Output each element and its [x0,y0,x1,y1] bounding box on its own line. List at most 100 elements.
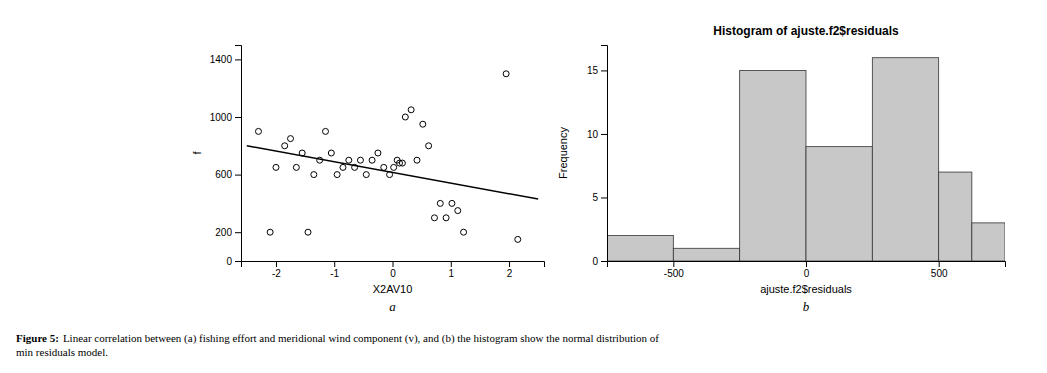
scatter-point [443,215,449,221]
y-axis: 0 200 600 1000 1400 [210,46,242,267]
scatter-point [293,164,299,170]
scatter-point [402,114,408,120]
x-axis-tick: -1 [330,261,339,279]
scatter-point [328,150,334,156]
x-axis-tick-mark [276,261,277,267]
scatter-point [305,229,311,235]
y-axis-tick-mark [601,70,607,71]
x-axis-tick: 500 [931,261,948,279]
scatter-point [311,172,317,178]
histogram-bar [806,147,872,261]
scatter-point [357,157,363,163]
x-axis-tick-label: -500 [664,268,684,279]
x-axis-tick-label: 2 [507,268,513,279]
chart-title: Histogram of ajuste.f2$residuals [713,24,899,38]
y-axis-line [601,46,608,262]
y-axis-tick: 600 [215,169,241,180]
scatter-point [381,164,387,170]
y-axis-tick-mark [601,197,607,198]
regression-line [247,146,538,199]
x-axis-tick-mark [393,261,394,267]
x-axis-tick-label: 0 [390,268,396,279]
scatter-point [255,128,261,134]
histogram-bar [872,58,938,261]
y-axis-tick-mark [235,175,241,176]
scatter-point [369,157,375,163]
y-axis-tick-mark [601,261,607,262]
plot-area [247,71,538,243]
y-axis-label: f [191,151,203,155]
x-axis: -2 -1 0 1 2 [242,261,545,279]
y-axis-tick-mark [235,232,241,233]
x-axis-label: ajuste.f2$residuals [760,283,852,295]
y-axis-tick: 5 [592,192,607,203]
y-axis-tick: 1400 [210,54,241,65]
y-axis-tick: 0 [592,256,607,267]
scatter-point [461,229,467,235]
x-axis-label: X2AV10 [373,283,413,295]
x-axis-tick-label: 1 [448,268,454,279]
y-axis-tick-label: 0 [226,256,232,267]
caption-text: min residuals model. [16,346,108,358]
y-axis-tick: 0 [226,256,241,267]
scatter-point [503,71,509,77]
caption-heading: Figure 5: [16,332,59,344]
scatter-point [391,164,397,170]
scatter-point [322,128,328,134]
scatter-point [426,143,432,149]
y-axis-tick-label: 1400 [210,54,233,65]
y-axis-tick-mark [601,134,607,135]
scatter-point [375,150,381,156]
y-axis-tick-label: 15 [587,65,599,76]
scatter-point [267,229,273,235]
y-axis-tick: 1000 [210,112,241,123]
y-axis-tick-label: 200 [215,227,232,238]
x-axis-tick: -2 [272,261,281,279]
x-axis-tick: -500 [664,261,684,279]
y-axis-tick-mark [235,117,241,118]
scatter-point [282,143,288,149]
y-axis-tick-label: 5 [592,192,598,203]
x-axis-line [242,262,545,268]
scatter-point [346,157,352,163]
y-axis-tick: 15 [587,65,607,76]
x-axis-tick: 0 [390,261,396,279]
scatter-point [414,157,420,163]
histogram-bar [972,223,1005,261]
x-axis-tick: 1 [448,261,454,279]
scatter-point [340,164,346,170]
x-axis-tick-mark [673,261,674,267]
x-axis-tick-mark [451,261,452,267]
x-axis-tick-mark [939,261,940,267]
x-axis-tick-label: 0 [804,268,810,279]
x-axis-tick: 0 [804,261,810,279]
histogram-bar [939,172,972,261]
histogram-bar [740,70,806,261]
scatter-point [437,200,443,206]
y-axis-tick: 10 [587,129,607,140]
x-axis-tick-label: 500 [931,268,948,279]
x-axis-tick-mark [509,261,510,267]
caption: Figure 5:Linear correlation between (a) … [16,332,659,358]
y-axis-tick-label: 1000 [210,112,233,123]
y-axis-label: Frequency [557,127,569,179]
histogram-bar [673,248,739,261]
x-axis-tick-label: -2 [272,268,281,279]
panel-label: b [803,299,810,314]
panel-label: a [389,299,396,314]
scatter-point [288,136,294,142]
chart: -2 -1 0 1 2 0 200 600 1000 1400 X2AV10 f a [191,46,545,315]
y-axis-tick-mark [235,59,241,60]
scatter-point [363,172,369,178]
scatter-point [455,208,461,214]
scatter-point [399,160,405,166]
scatter-point [334,172,340,178]
y-axis-tick-label: 10 [587,129,599,140]
y-axis-tick-label: 600 [215,169,232,180]
x-axis-tick-mark [334,261,335,267]
scatter-point [515,236,521,242]
chart: -500 0 500 0 5 10 15 Histogram of ajuste.f2$res… [557,24,1006,314]
y-axis-tick: 200 [215,227,241,238]
y-axis-line [235,46,242,262]
y-axis-tick-mark [235,261,241,262]
